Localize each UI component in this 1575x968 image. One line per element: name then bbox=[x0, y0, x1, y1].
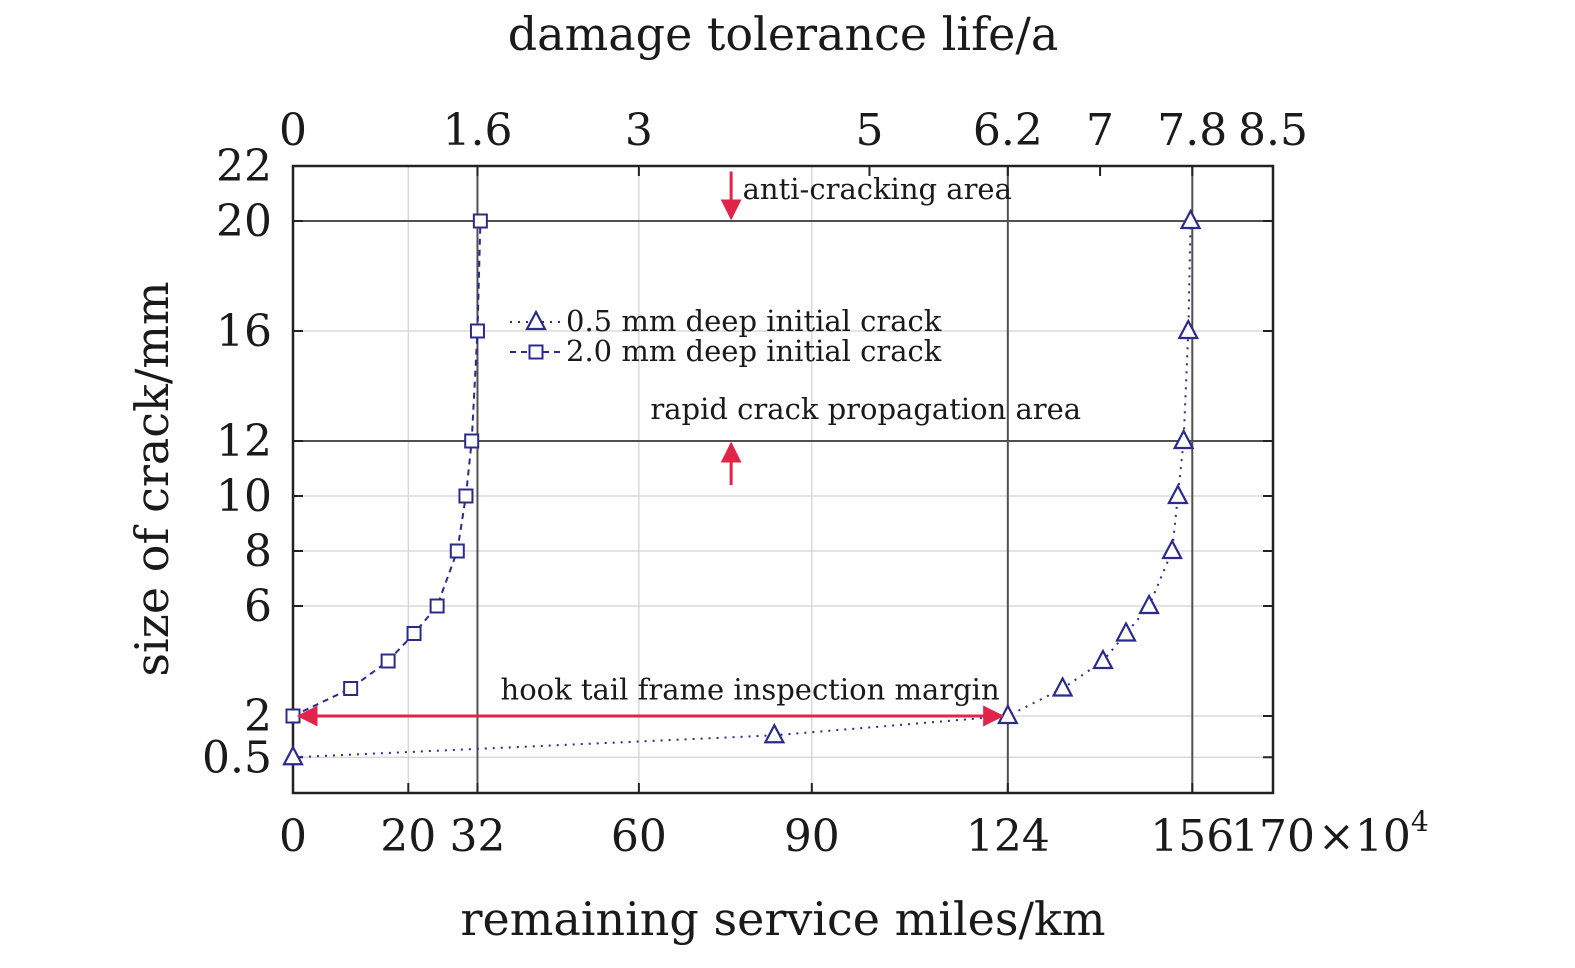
y-tick-label: 6 bbox=[244, 581, 272, 632]
y-tick-label: 2 bbox=[244, 691, 272, 742]
legend-marker bbox=[528, 344, 544, 360]
triangle-point bbox=[1179, 208, 1202, 230]
legend-label: 2.0 mm deep initial crack bbox=[566, 334, 942, 368]
annotations: anti-cracking area rapid crack propagatio… bbox=[296, 171, 1081, 727]
top-tick-label: 5 bbox=[855, 105, 883, 156]
triangle-point bbox=[763, 722, 786, 744]
top-tick-label: 7 bbox=[1086, 105, 1114, 156]
y-tick-label: 20 bbox=[216, 196, 272, 247]
y-tick-label: 0.5 bbox=[202, 732, 272, 783]
x-tick-label: 32 bbox=[449, 811, 505, 862]
plot-frame bbox=[291, 164, 1275, 795]
x-tick-label: 20 bbox=[380, 811, 436, 862]
x-multiplier-exponent: 4 bbox=[1411, 805, 1429, 838]
y-tick-label: 10 bbox=[216, 471, 272, 522]
top-tick-label: 6.2 bbox=[973, 105, 1043, 156]
triangle-point bbox=[1161, 538, 1183, 560]
x-tick-label: 0 bbox=[279, 811, 307, 862]
square-point bbox=[285, 708, 301, 724]
annotation-label: rapid crack propagation area bbox=[650, 392, 1081, 426]
square-point bbox=[472, 213, 488, 229]
top-tick-label: 7.8 bbox=[1157, 105, 1227, 156]
square-point bbox=[464, 433, 480, 449]
top-tick-label: 1.6 bbox=[442, 105, 512, 156]
series-line-2.0mm bbox=[292, 220, 482, 717]
x-tick-label: 156 bbox=[1150, 811, 1234, 862]
x-tick-label: 90 bbox=[784, 811, 840, 862]
triangle-point bbox=[1051, 676, 1074, 697]
y-axis-title: size of crack/mm bbox=[125, 281, 179, 676]
reference-lines bbox=[293, 166, 1273, 793]
triangle-point bbox=[282, 744, 304, 766]
annotation-label: hook tail frame inspection margin bbox=[501, 673, 1000, 707]
square-point bbox=[429, 598, 445, 614]
triangle-point bbox=[1172, 428, 1195, 450]
x-tick-label: 170 bbox=[1231, 811, 1315, 862]
triangle-point bbox=[1138, 593, 1160, 615]
x-tick-label: 60 bbox=[611, 811, 667, 862]
top-tick-label: 8.5 bbox=[1238, 105, 1308, 156]
x-tick-label: 124 bbox=[966, 811, 1050, 862]
y-tick-label: 22 bbox=[216, 141, 272, 192]
legend-label: 0.5 mm deep initial crack bbox=[566, 304, 942, 338]
triangle-point bbox=[1115, 621, 1137, 642]
y-tick-label: 16 bbox=[216, 306, 272, 357]
series-line-0.5mm bbox=[292, 220, 1192, 759]
y-tick-label: 12 bbox=[216, 416, 272, 467]
triangle-point bbox=[1167, 483, 1189, 505]
x-multiplier-base: ×10 bbox=[1318, 811, 1411, 862]
triangle-point bbox=[1177, 318, 1200, 340]
square-point bbox=[469, 323, 485, 339]
top-tick-label: 3 bbox=[625, 105, 653, 156]
legend-marker bbox=[525, 309, 547, 331]
x-axis-title: remaining service miles/km bbox=[461, 892, 1106, 946]
square-point bbox=[458, 488, 474, 504]
y-tick-label: 8 bbox=[244, 526, 272, 577]
top-tick-label: 0 bbox=[279, 105, 307, 156]
x-axis-multiplier: ×104 bbox=[1318, 805, 1429, 862]
top-axis-title: damage tolerance life/a bbox=[508, 7, 1059, 61]
square-point bbox=[449, 543, 465, 559]
square-point bbox=[343, 681, 359, 696]
triangle-point bbox=[1092, 648, 1114, 670]
data-series bbox=[282, 208, 1202, 766]
square-point bbox=[406, 626, 422, 641]
annotation-label: anti-cracking area bbox=[743, 172, 1012, 206]
square-point bbox=[380, 653, 396, 669]
